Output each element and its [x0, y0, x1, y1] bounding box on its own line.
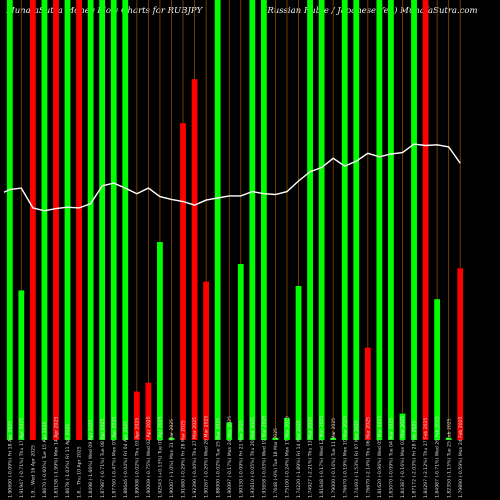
- bar: [353, 0, 360, 440]
- x-tick-label: 1.84987 (-0.71%) Wed 26 Feb 2025: [435, 416, 441, 498]
- x-tick-label: 1.90009 (-0.75%) Wed 02 Apr 2025: [146, 416, 152, 498]
- x-tick-label: 1.91947 (-0.71%) Thu 17 Apr 2025: [19, 418, 25, 498]
- bar: [99, 0, 106, 440]
- bars: [6, 0, 464, 440]
- bar: [191, 79, 198, 440]
- bar: [284, 418, 290, 440]
- bar: [318, 0, 325, 440]
- chart-title-right: (Russian Ruble / Japanese Yen) MunafaSut…: [264, 6, 478, 16]
- bar: [41, 0, 48, 440]
- x-tick-label: 1.84297 (-2.12%) Thu 27 Feb 2025: [423, 417, 429, 498]
- price-line-layer: [3, 143, 461, 212]
- bar: [18, 290, 25, 440]
- bar: [214, 0, 221, 440]
- x-tick-label: 1.88000 (-0.02%) Tue 25 Mar 2025: [215, 418, 221, 498]
- bar: [330, 437, 337, 440]
- bar: [29, 0, 36, 440]
- x-tick-label: 1.76670 (-0.19%) Mon 10 Mar 2025: [342, 416, 348, 498]
- x-tick-label: 1.8498 (-1.66%) Wed 09 Apr 2025: [88, 419, 94, 498]
- x-tick-label: 1.81648 (-0.17%) Wed 12 Mar 2025: [319, 416, 325, 498]
- x-tick-label: 1.74927 (-2.21%) Thu 13 Mar 2025: [308, 417, 314, 498]
- bar: [122, 0, 129, 440]
- x-tick-label: 1.83070 (-0.09%) Tue 04 Mar 2025: [389, 418, 395, 498]
- bar: [249, 0, 256, 440]
- bar: [341, 0, 348, 440]
- x-tick-label: 1.90097 (-0.17%) Mon 24 Mar 2025: [227, 416, 233, 498]
- bar: [64, 0, 71, 440]
- x-tick-label: 1.88646 (-0.04%) Fri 04 Apr 2025: [123, 421, 129, 498]
- price-line: [3, 143, 461, 212]
- bar: [53, 0, 59, 440]
- x-tick-label: 1.74220 (-1.89%) Fri 14 Mar 2025: [296, 420, 302, 498]
- x-tick-label: 1.76670 (-2.14%) Thu 06 Mar 2025: [365, 417, 371, 498]
- bar: [168, 437, 175, 440]
- bar: [76, 0, 82, 440]
- x-tick-label: 1.7648 (-0%) Tue 18 Mar 2025: [273, 428, 279, 498]
- bar: [295, 286, 302, 440]
- x-tick-label: 1.81620 (-0.96%) Wed 05 Mar 2025: [377, 416, 383, 498]
- x-tick-label: 1.90690 (-0.09%) Fri 18 Apr 2025: [7, 421, 13, 498]
- x-tick-label: 1.89008 (-0.02%) Thu 03 Apr 2025: [134, 418, 140, 498]
- x-tick-label: 1.8678 (-1.03%) Fri 11 Apr 2025: [65, 424, 71, 498]
- x-tick-label: 1.93610 (-0.05%) Thu 20 Mar 2025: [250, 417, 256, 498]
- bar: [399, 413, 406, 440]
- x-tick-label: 1.87760 (-0.47%) Mon 07 Apr 2025: [111, 417, 117, 498]
- x-tick-label: 1.74493 (-1.53%) Fri 07 Mar 2025: [354, 420, 360, 498]
- x-tick-label: 1.87172 (-2.03%) Fri 28 Feb 2025: [412, 421, 418, 498]
- x-tick-label: 1.82350 (-1.15%) Tue 25 Feb 2025: [446, 418, 452, 498]
- x-tick-label: 1.91680 (-0.29%) Fri 28 Mar 2025: [181, 420, 187, 498]
- x-tick-label: 1.79890 (-0.59%) Mon 24 Feb 2025: [458, 416, 464, 498]
- x-tick-label: 1.83158 (-1.99%) Mon 14 Apr 2025: [54, 417, 60, 498]
- bar: [445, 437, 452, 440]
- x-tick-label: 1.8... Thu 10 Apr 2025: [77, 446, 83, 498]
- x-tick-label: 1.92390 (-0.40%) Thu 27 Mar 2025: [192, 417, 198, 498]
- bar: [272, 437, 279, 440]
- bar: [157, 242, 163, 440]
- x-axis-labels: 1.90690 (-0.09%) Fri 18 Apr 2025 1.91947 …: [7, 416, 463, 498]
- bar: [260, 0, 267, 440]
- x-tick-label: 1.92543 (+0.13%) Tue 01 Apr 2025: [158, 416, 164, 498]
- bar: [180, 123, 186, 440]
- x-tick-label: 1.79000 (-0.16%) Tue 11 Mar 2025: [331, 418, 337, 498]
- bar: [145, 382, 152, 440]
- bar: [434, 299, 441, 440]
- x-tick-label: 1.84387 (-0.16%) Mon 03 Mar 2025: [400, 416, 406, 498]
- bar: [457, 268, 464, 440]
- bar: [376, 0, 383, 440]
- bar: [237, 264, 244, 440]
- x-tick-label: 1.8670 (-0.60%) Tue 15 Apr 2025: [42, 421, 48, 498]
- x-tick-label: 1.9... Wed 16 Apr 2025: [30, 445, 36, 498]
- bar: [6, 0, 13, 440]
- bar: [388, 0, 394, 440]
- bar: [364, 347, 371, 440]
- bar: [133, 391, 140, 440]
- x-tick-label: 1.93658 (-0.03%) Wed 19 Mar 2025: [261, 416, 267, 498]
- x-tick-label: 1.90267 (-0.20%) Wed 26 Mar 2025: [204, 416, 210, 498]
- bar: [307, 0, 313, 440]
- x-tick-label: 1.75100 (-0.24%) Mon 17 Mar 2025: [285, 416, 291, 498]
- x-tick-label: 1.90330 (-0.09%) Fri 21 Mar 2025: [238, 420, 244, 498]
- bar: [110, 0, 117, 440]
- bar: [226, 422, 233, 440]
- x-tick-label: 1.87987 (-0.71%) Tue 08 Apr 2025: [100, 418, 106, 498]
- x-tick-label: 1.90007 (-1.0%) Mon 31 Mar 2025: [169, 419, 175, 498]
- bar: [203, 281, 210, 440]
- bar: [422, 0, 429, 440]
- bar: [87, 0, 94, 440]
- bar: [411, 0, 417, 440]
